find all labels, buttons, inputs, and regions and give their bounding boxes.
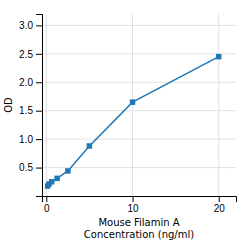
tick: 1.5 [19,105,42,116]
tick-mark [46,196,47,202]
tick-label: 1.5 [19,105,33,116]
tick-label: 2.5 [19,49,33,60]
x-axis-label-line: Mouse Filamin A [98,217,179,228]
grid-line [46,14,47,196]
grid [42,14,236,196]
chart: 0 10 20 0.5 1.0 1.5 2.0 2.5 3.0 Mouse Filamin ACo… [0,0,250,250]
tick-mark [36,111,42,112]
plot: 0 10 20 0.5 1.0 1.5 2.0 2.5 3.0 Mouse Filamin ACo… [3,14,237,240]
tick-label: 1.0 [19,134,33,145]
tick-label: 0 [44,203,50,214]
tick-label: 10 [127,203,139,214]
y-axis: 0.5 1.0 1.5 2.0 2.5 3.0 [19,15,42,197]
tick: 2.0 [19,77,42,88]
tick-label: 0.5 [19,162,33,173]
marker [65,168,70,173]
tick: 0 [44,196,50,214]
x-axis-label: Mouse Filamin AConcentration (ng/ml) [84,217,194,240]
marks [45,54,222,189]
marker [216,54,221,59]
tick-label: 2.0 [19,77,33,88]
marker [130,99,135,104]
tick-label: 3.0 [19,20,33,31]
tick: 10 [127,196,139,214]
grid-line [42,110,236,111]
tick: 3.0 [19,20,42,31]
axis-line [36,15,43,197]
grid-line [42,25,236,26]
y-axis-label: OD [3,97,14,113]
tick-mark [36,139,42,140]
x-axis-label-line: Concentration (ng/ml) [84,229,194,240]
tick-mark [36,82,42,83]
tick-mark [36,168,42,169]
axis-line [43,197,237,203]
tick-mark [36,54,42,55]
grid-line [132,14,133,196]
tick-mark [133,196,134,202]
line [48,57,219,186]
marker [54,176,59,181]
tick: 20 [214,196,226,214]
grid-line [42,82,236,83]
marker [49,179,54,184]
tick: 0.5 [19,162,42,173]
tick-mark [219,196,220,202]
grid-line [42,139,236,140]
tick: 2.5 [19,49,42,60]
tick-mark [36,25,42,26]
grid-line [42,53,236,54]
tick-label: 20 [214,203,226,214]
grid-line [218,14,219,196]
x-axis: 0 10 20 [43,196,237,214]
marker [87,143,92,148]
tick: 1.0 [19,134,42,145]
